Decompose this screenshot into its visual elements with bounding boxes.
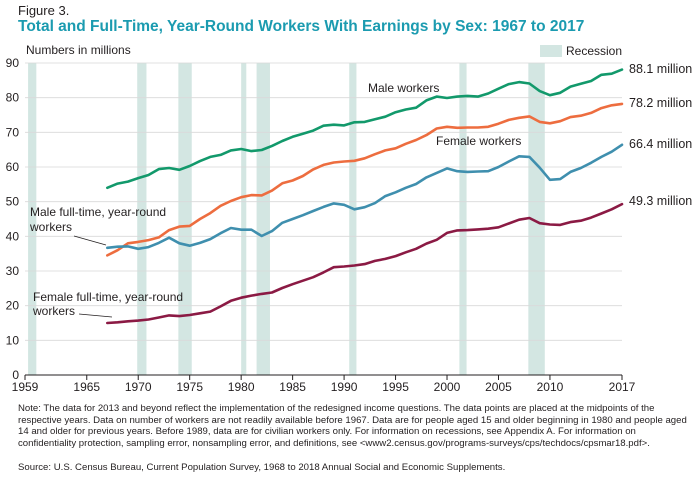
y-tick-label: 30 bbox=[6, 264, 20, 278]
chart: 0 10 20 30 40 50 60 70 80 90 1959 1965 1970 1975 1980 1… bbox=[6, 43, 693, 394]
end-label-male-ft-workers: 66.4 million bbox=[629, 137, 692, 151]
x-tick-label: 1975 bbox=[176, 380, 203, 394]
y-tick-label: 0 bbox=[12, 368, 19, 382]
recession-band bbox=[528, 63, 545, 375]
x-tick-label: 2005 bbox=[485, 380, 512, 394]
y-tick-label: 60 bbox=[6, 160, 20, 174]
annotation-female-ft-line1: Female full-time, year-round bbox=[33, 290, 183, 304]
annotation-female-ft-line2: workers bbox=[32, 304, 75, 318]
chart-title: Total and Full-Time, Year-Round Workers … bbox=[18, 18, 585, 35]
legend-swatch-recession bbox=[540, 45, 562, 57]
y-tick-label: 90 bbox=[6, 56, 20, 70]
y-tick-label: 50 bbox=[6, 195, 20, 209]
chart-source: Source: U.S. Census Bureau, Current Popu… bbox=[18, 462, 506, 473]
annotation-female-workers: Female workers bbox=[436, 134, 521, 148]
x-tick-label: 2000 bbox=[434, 380, 461, 394]
x-tick-label: 1990 bbox=[331, 380, 358, 394]
x-tick-label: 1965 bbox=[73, 380, 100, 394]
x-tick-label: 1985 bbox=[279, 380, 306, 394]
x-tick-label: 2017 bbox=[609, 380, 636, 394]
recession-band bbox=[349, 63, 357, 375]
leader-line-male-ft bbox=[73, 235, 107, 246]
x-tick-label: 1959 bbox=[12, 380, 39, 394]
leader-line-female-ft bbox=[78, 313, 113, 318]
legend-label-recession: Recession bbox=[566, 44, 622, 58]
x-tick-label: 1980 bbox=[228, 380, 255, 394]
annotation-male-ft-line2: workers bbox=[29, 220, 72, 234]
annotation-male-ft-line1: Male full-time, year-round bbox=[30, 205, 166, 219]
end-label-female-workers: 78.2 million bbox=[629, 96, 692, 110]
series-line-male-ft-workers bbox=[106, 143, 624, 251]
recession-band bbox=[28, 63, 37, 375]
y-tick-label: 10 bbox=[6, 333, 20, 347]
end-label-female-ft-workers: 49.3 million bbox=[629, 194, 692, 208]
y-tick-label: 20 bbox=[6, 299, 20, 313]
recession-band bbox=[241, 63, 247, 375]
chart-note: Note: The data for 2013 and beyond refle… bbox=[18, 403, 690, 449]
y-tick-label: 40 bbox=[6, 229, 20, 243]
x-tick-label: 1970 bbox=[125, 380, 152, 394]
series-line-female-ft-workers bbox=[106, 202, 624, 325]
x-tick-label: 2010 bbox=[537, 380, 564, 394]
series-line-male-workers bbox=[106, 68, 624, 190]
figure-label: Figure 3. bbox=[18, 3, 70, 18]
recession-band bbox=[459, 63, 467, 375]
y-axis-label: Numbers in millions bbox=[26, 43, 131, 57]
y-tick-label: 80 bbox=[6, 91, 20, 105]
recession-band bbox=[178, 63, 192, 375]
y-tick-label: 70 bbox=[6, 125, 20, 139]
end-label-male-workers: 88.1 million bbox=[629, 62, 692, 76]
series-line-female-workers bbox=[106, 102, 624, 257]
recession-band bbox=[256, 63, 270, 375]
annotation-male-workers: Male workers bbox=[368, 81, 439, 95]
x-tick-label: 1995 bbox=[382, 380, 409, 394]
recession-band bbox=[137, 63, 147, 375]
note-text: Note: The data for 2013 and beyond refle… bbox=[18, 403, 687, 449]
